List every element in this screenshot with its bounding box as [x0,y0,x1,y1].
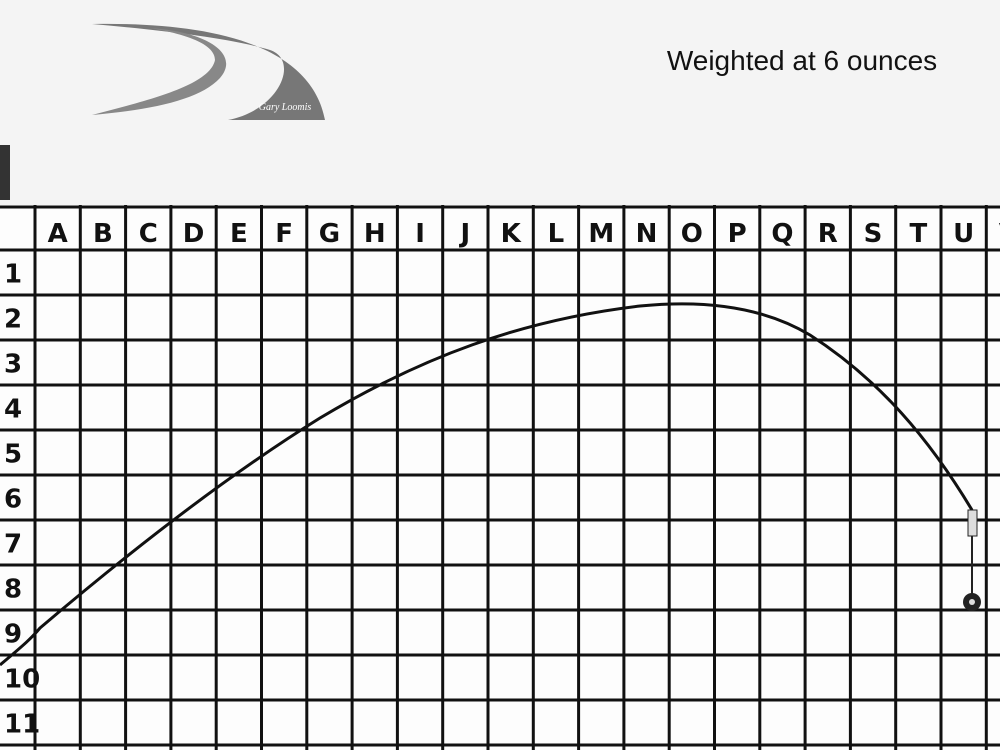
column-label: D [183,219,205,249]
row-label: 1 [4,260,22,290]
logo-swoosh [92,23,325,121]
column-label: H [364,219,386,249]
sinker-hole [969,599,975,605]
column-label: B [93,219,113,249]
clamp [0,145,10,200]
row-label: 4 [4,395,22,425]
column-label: G [319,219,340,249]
row-label: 5 [4,440,22,470]
row-label: 6 [4,485,22,515]
column-label: J [459,219,471,249]
logo-signature: Gary Loomis [259,102,312,113]
row-label: 8 [4,575,22,605]
row-label: 9 [4,620,22,650]
column-label: V [999,219,1000,249]
logo-swoosh [92,28,227,115]
column-label: A [48,219,68,249]
column-label: S [864,219,883,249]
column-label: R [818,219,838,249]
column-label: T [909,219,927,249]
column-label: K [501,219,522,249]
column-label: E [230,219,248,249]
row-label: 11 [4,710,40,740]
column-label: Q [771,219,793,249]
row-label: 2 [4,305,22,335]
column-label: F [275,219,293,249]
column-label: P [728,219,747,249]
row-label: 3 [4,350,22,380]
rod-curve [0,302,974,667]
grid [0,205,1000,750]
swivel [967,509,978,537]
column-label: C [139,219,158,249]
column-label: M [588,219,614,249]
row-label: 7 [4,530,22,560]
column-label: O [681,219,703,249]
column-label: L [548,219,565,249]
column-label: I [415,219,425,249]
caption: Weighted at 6 ounces [667,45,937,76]
row-label: 10 [4,665,40,695]
column-label: N [636,219,658,249]
column-label: U [953,219,974,249]
